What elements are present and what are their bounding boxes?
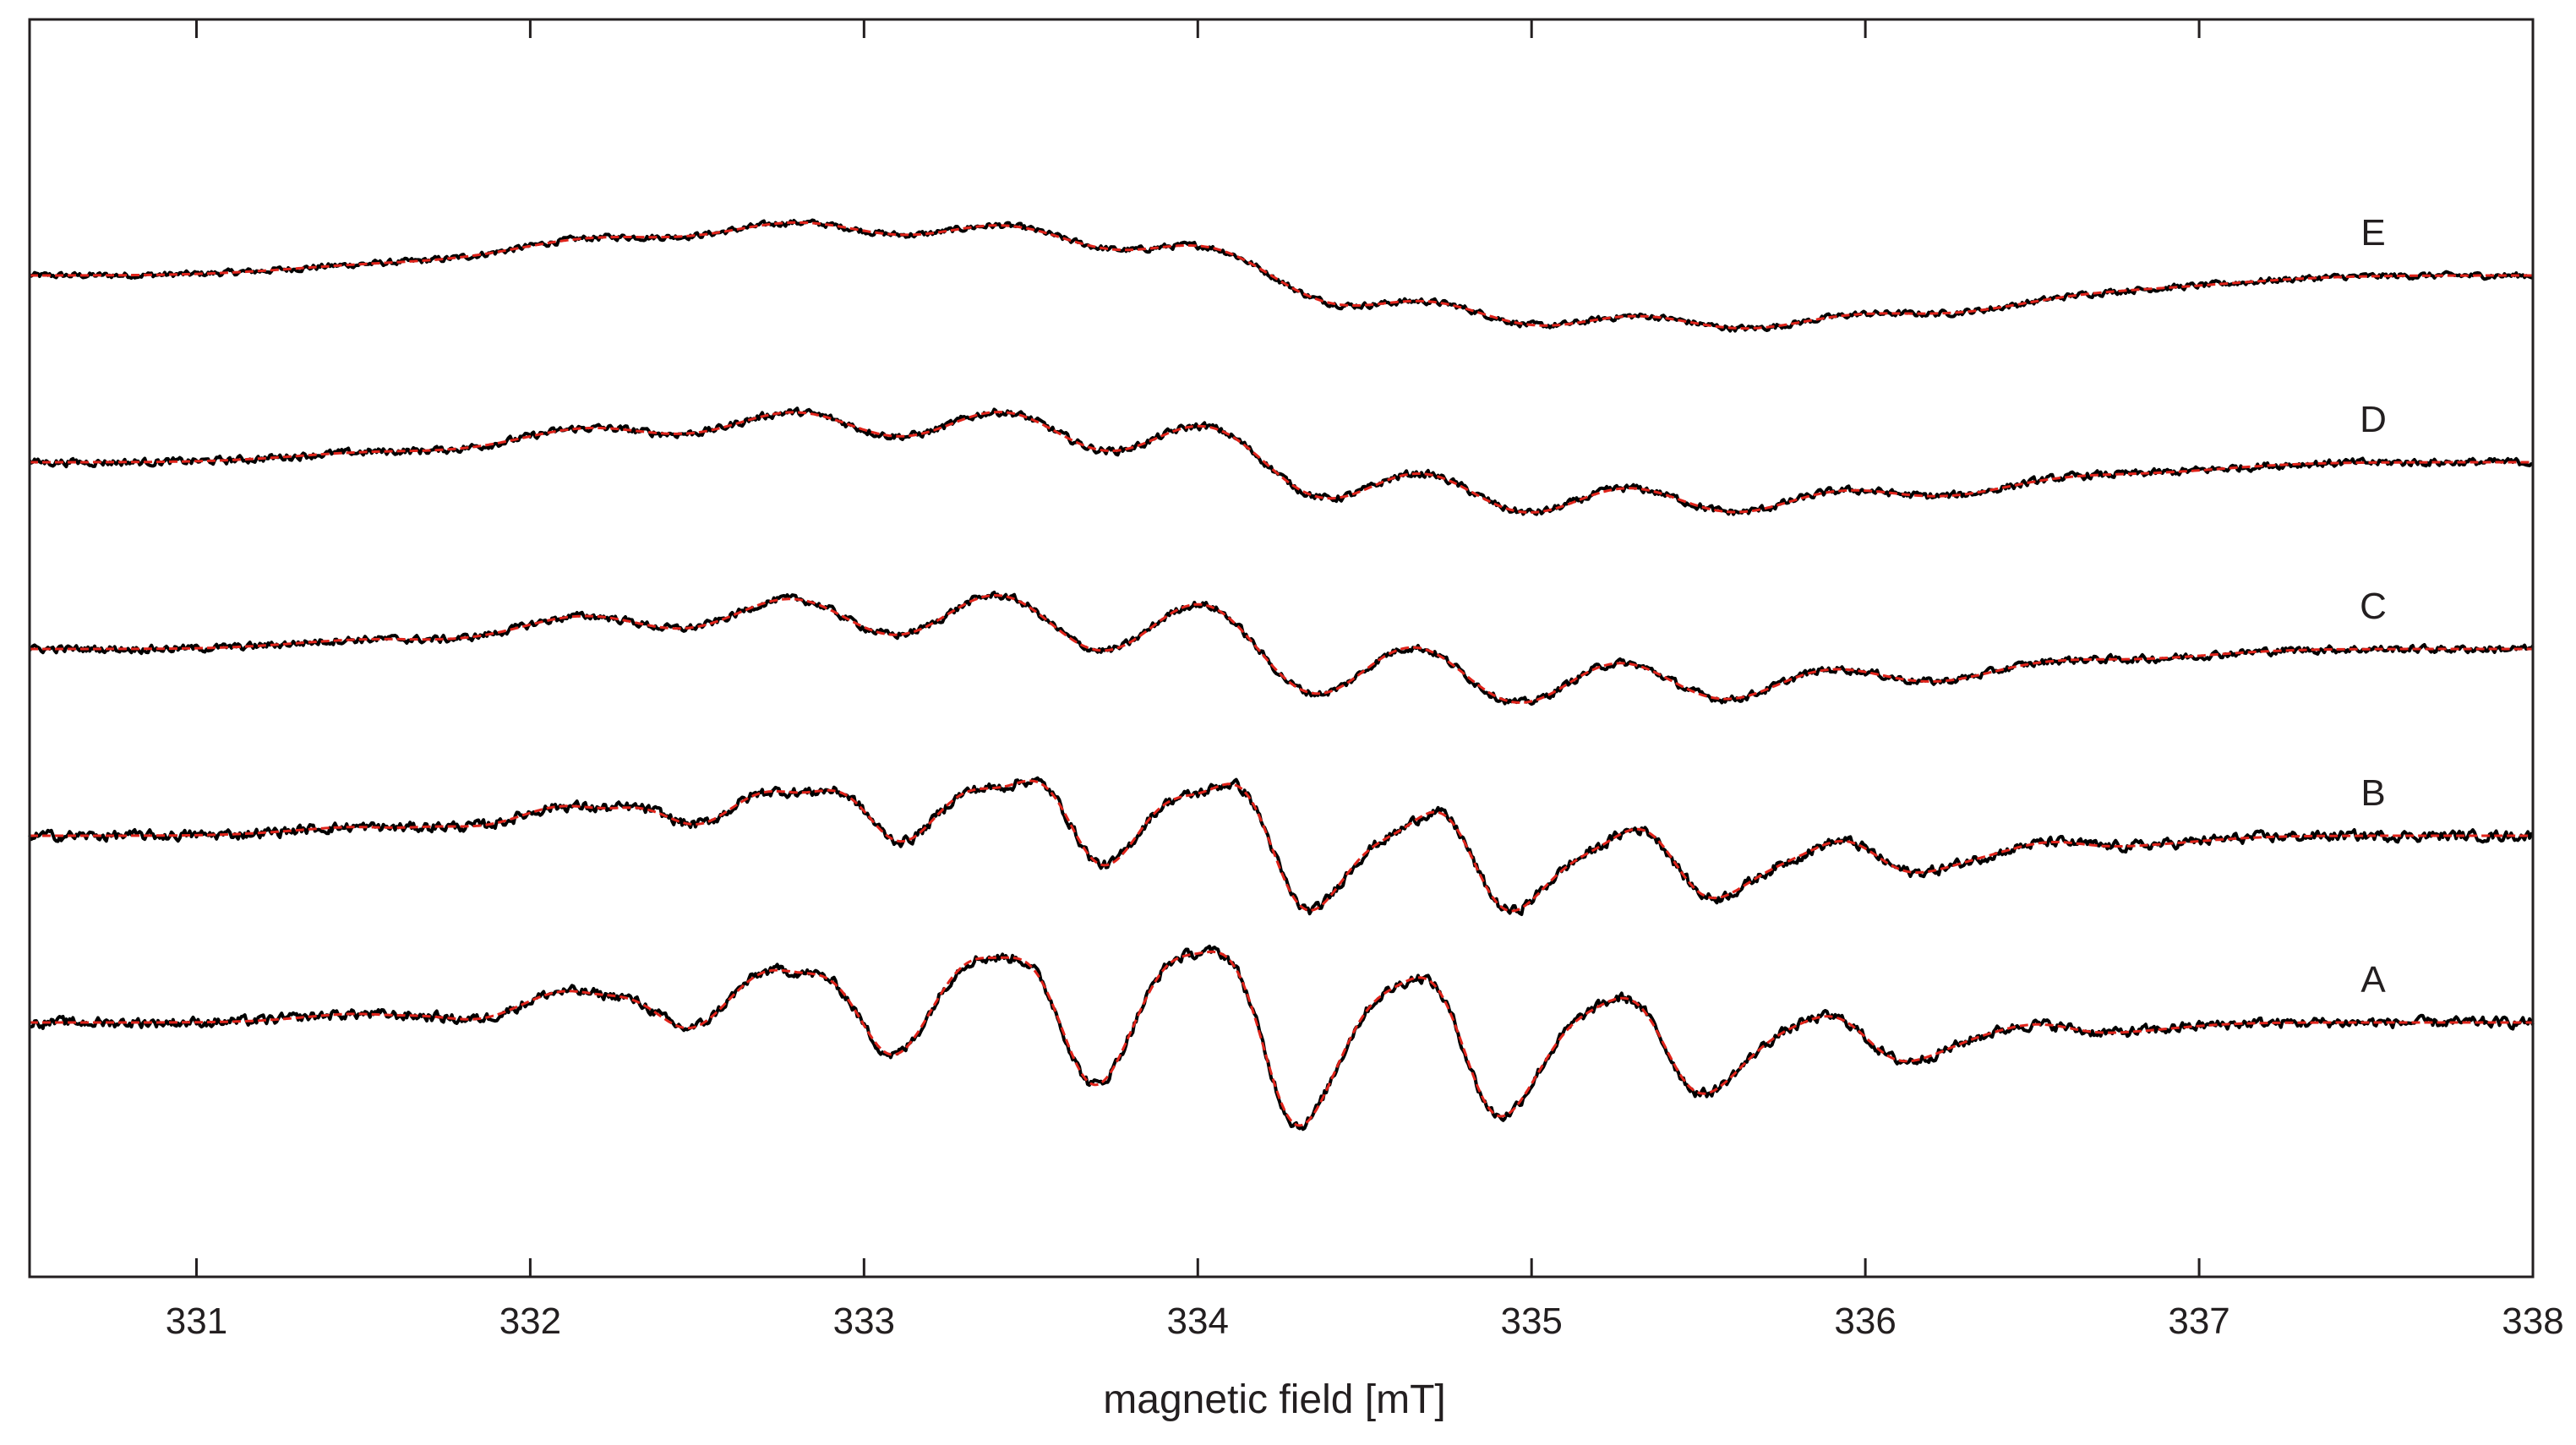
trace-D-simulation xyxy=(30,411,2533,514)
trace-A-experimental xyxy=(29,944,2535,1131)
trace-group xyxy=(28,218,2535,1131)
trace-C-experimental xyxy=(28,591,2535,706)
trace-label-A: A xyxy=(2360,959,2386,1001)
x-tick-label-336: 336 xyxy=(1834,1300,1896,1342)
trace-C-simulation xyxy=(30,594,2533,704)
trace-D-experimental xyxy=(28,406,2534,516)
x-tick-label-333: 333 xyxy=(833,1300,895,1342)
trace-E-experimental xyxy=(28,218,2534,333)
trace-A-simulation xyxy=(30,950,2533,1127)
x-tick-label-338: 338 xyxy=(2502,1300,2563,1342)
trace-label-D: D xyxy=(2360,399,2387,440)
trace-label-B: B xyxy=(2360,772,2385,814)
trace-E-simulation xyxy=(30,221,2533,330)
x-tick-label-337: 337 xyxy=(2168,1300,2229,1342)
x-tick-label-335: 335 xyxy=(1500,1300,1562,1342)
trace-B-experimental xyxy=(28,776,2535,916)
x-axis-label: magnetic field [mT] xyxy=(1103,1377,1445,1422)
trace-labels: E D C B A xyxy=(2360,212,2387,1001)
x-tick-label-331: 331 xyxy=(166,1300,227,1342)
x-tick-label-332: 332 xyxy=(499,1300,561,1342)
trace-label-C: C xyxy=(2360,586,2387,627)
trace-B-simulation xyxy=(30,779,2533,913)
x-tick-label-334: 334 xyxy=(1167,1300,1229,1342)
plot-frame xyxy=(28,18,2535,1279)
x-axis-tick-labels: 331 332 333 334 335 336 337 338 xyxy=(166,1300,2564,1342)
trace-label-E: E xyxy=(2360,212,2385,254)
x-axis-ticks xyxy=(194,19,2535,1277)
